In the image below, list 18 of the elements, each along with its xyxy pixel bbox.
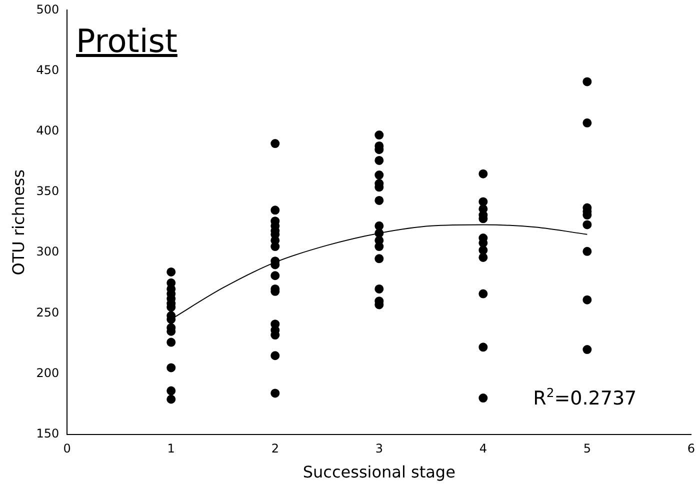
y-tick-label: 450 — [36, 62, 60, 77]
x-tick-label: 0 — [63, 442, 71, 456]
y-tick-label: 200 — [36, 366, 60, 380]
x-tick-label: 1 — [167, 442, 175, 456]
y-tick-label: 500 — [36, 2, 60, 16]
x-tick-label: 6 — [687, 442, 696, 456]
x-tick-label: 3 — [375, 442, 383, 456]
y-tick-label: 350 — [36, 184, 60, 198]
y-tick-label: 300 — [36, 244, 60, 259]
y-axis-title: OTU richness — [8, 169, 28, 276]
chart-title: Protist — [76, 22, 178, 60]
x-axis-title: Successional stage — [302, 462, 456, 482]
y-tick-label: 250 — [36, 305, 60, 320]
x-tick-label: 4 — [479, 442, 487, 456]
y-tick-label: 400 — [36, 124, 60, 138]
x-tick-label: 2 — [271, 442, 279, 456]
x-tick-label: 5 — [583, 442, 591, 456]
y-tick-label: 150 — [36, 426, 60, 441]
